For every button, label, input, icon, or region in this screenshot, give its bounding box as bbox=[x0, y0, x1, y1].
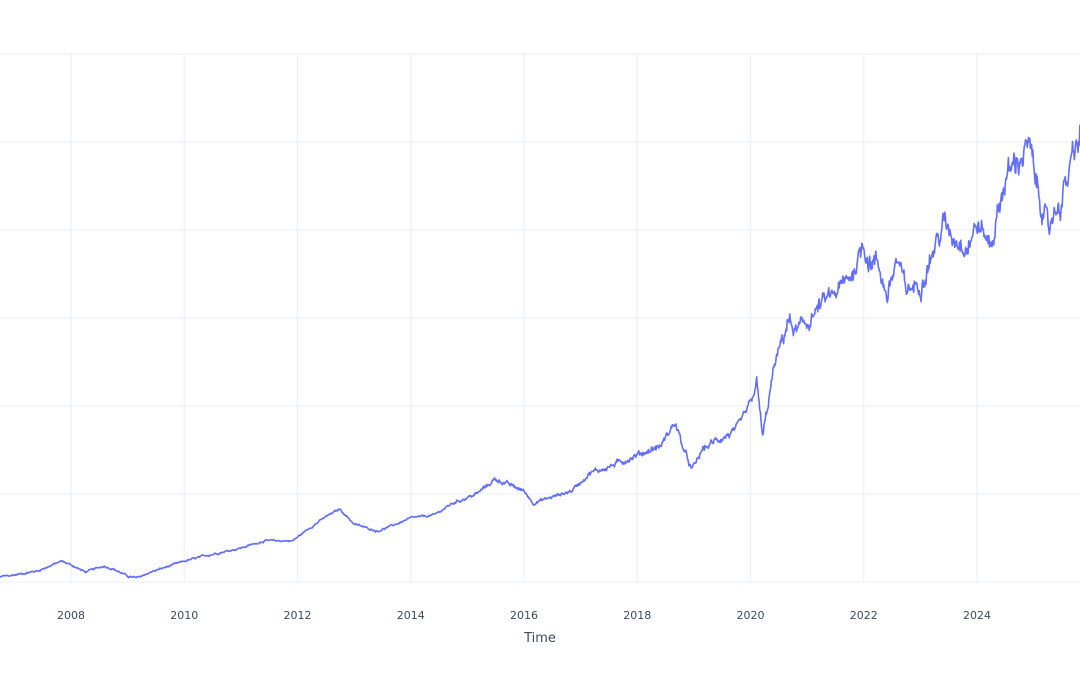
horizontal-gridlines bbox=[0, 53, 1080, 583]
x-tick-label: 2024 bbox=[963, 609, 991, 622]
x-tick-label: 2018 bbox=[623, 609, 651, 622]
x-tick-label: 2010 bbox=[170, 609, 198, 622]
x-tick-label: 2008 bbox=[57, 609, 85, 622]
x-tick-label: 2020 bbox=[737, 609, 765, 622]
vertical-gridlines bbox=[70, 54, 978, 582]
x-tick-label: 2012 bbox=[284, 609, 312, 622]
x-axis-tick-labels: 2008 2010 2012 2014 2016 2018 2020 2022 2024 bbox=[57, 609, 991, 622]
x-tick-label: 2014 bbox=[397, 609, 425, 622]
x-tick-label: 2016 bbox=[510, 609, 538, 622]
x-axis-title: Time bbox=[523, 631, 556, 646]
series-line bbox=[0, 124, 1080, 579]
x-tick-label: 2022 bbox=[850, 609, 878, 622]
